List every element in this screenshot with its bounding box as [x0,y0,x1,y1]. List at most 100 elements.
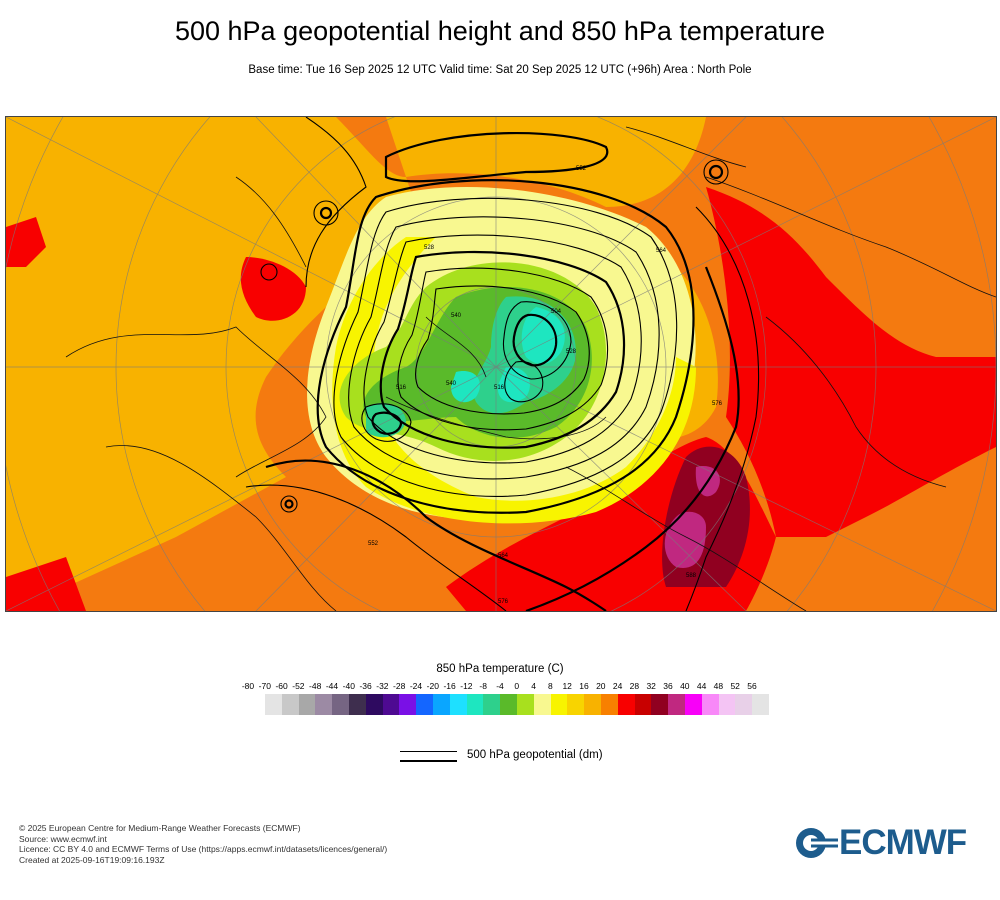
temperature-legend-swatch [550,694,568,715]
temperature-legend-swatch [634,694,652,715]
temperature-legend-tick: -32 [376,681,389,691]
temperature-legend-tick: 44 [696,681,707,691]
temperature-legend-tick: 32 [646,681,656,691]
temperature-field-12-north [386,117,706,207]
temperature-legend-colorbar [265,694,769,715]
ecmwf-logo-icon [796,828,838,858]
temperature-legend-swatch [600,694,618,715]
contour-legend-label: 500 hPa geopotential (dm) [467,749,603,761]
temperature-field-20-left [6,217,46,267]
temperature-legend-tick: 28 [629,681,640,691]
contour-label-group: 552 564 576 528 540 516 504 516 528 552 … [368,166,723,605]
temperature-legend-tick: 40 [680,681,690,691]
created-text: Created at 2025-09-16T19:09:16.193Z [19,854,165,865]
temperature-legend-swatch [483,694,501,715]
temperature-field-20-west [240,257,306,321]
temperature-legend-tick: 36 [663,681,673,691]
contour-legend-thin-line [400,751,457,752]
contour-label: 564 [656,248,667,254]
temperature-legend-swatch [332,694,349,715]
temperature-legend-tick: 0 [514,681,520,691]
temperature-legend-swatch [617,694,635,715]
temperature-field-12 [6,117,426,597]
contour-label: 504 [551,309,562,315]
contour-label: 528 [424,245,435,251]
licence-text: Licence: CC BY 4.0 and ECMWF Terms of Us… [19,844,388,854]
temperature-field-20-sw [6,557,86,611]
temperature-legend-tick: 56 [747,681,757,691]
contour-label: 576 [712,401,723,407]
polar-map: 552 564 576 528 540 516 504 516 528 552 … [6,117,996,611]
temperature-legend-swatch [399,694,417,715]
contour-label: 552 [576,166,587,172]
temperature-legend-swatch [382,694,400,715]
temperature-field-20-east [706,187,996,537]
temperature-legend-swatch [651,694,669,715]
temperature-legend-tick: -52 [292,681,305,691]
temperature-legend-swatch [718,694,736,715]
contour-legend-thick-line [400,760,457,762]
chart-subtitle: Base time: Tue 16 Sep 2025 12 UTC Valid … [248,64,752,76]
temperature-legend-tick: -40 [342,681,355,691]
temperature-legend-tick: -12 [460,681,473,691]
contour-label: 540 [451,313,462,319]
temperature-legend-tick: 52 [730,681,740,691]
temperature-legend-swatch [315,694,333,715]
contour-label: 552 [368,541,379,547]
temperature-legend-swatch [533,694,551,715]
temperature-legend-swatch [298,694,316,715]
contour-label: 576 [498,599,509,605]
contour-label: 516 [494,385,505,391]
temperature-legend-swatch [281,694,299,715]
temperature-legend-swatch [567,694,585,715]
temperature-legend-swatch [584,694,601,715]
map-panel: 552 564 576 528 540 516 504 516 528 552 … [5,116,997,612]
temperature-legend-tick: -44 [325,681,339,691]
temperature-legend-tick: -16 [443,681,456,691]
source-text: Source: www.ecmwf.int [19,833,107,844]
temperature-legend-tick: 4 [531,681,536,691]
contour-legend-lines [400,748,460,764]
ecmwf-logo: ECMWF [794,823,984,864]
temperature-legend-swatch [701,694,719,715]
ecmwf-logo-text: ECMWF [839,823,967,862]
temperature-field-32 [664,511,706,568]
temperature-legend-tick: -80 [241,681,255,691]
temperature-legend-tick: -8 [479,681,487,691]
coastlines [65,126,996,611]
temperature-legend-tick: 20 [596,681,606,691]
temperature-legend-swatch [432,694,450,715]
temperature-legend-tick: 16 [579,681,589,691]
temperature-legend-swatch [500,694,517,715]
contour-label: 564 [498,553,509,559]
temperature-legend-swatch [449,694,467,715]
temperature-legend-tick: -60 [275,681,288,691]
temperature-legend-swatch [348,694,366,715]
temperature-legend-tick: 8 [548,681,553,691]
credits-block: © 2025 European Centre for Medium-Range … [19,823,387,865]
geopotential-contours [245,117,760,611]
temperature-legend-tick: -70 [258,681,271,691]
temperature-legend-tick: 48 [713,681,724,691]
temperature-legend-tick: -20 [426,681,439,691]
contour-label: 516 [396,385,407,391]
temperature-legend-tick: -36 [359,681,372,691]
contour-label: 528 [566,349,577,355]
temperature-legend-tick: 12 [562,681,572,691]
temperature-legend-swatch [684,694,702,715]
temperature-legend-tick: -28 [393,681,406,691]
temperature-legend-ticks: -80 -70 -60 -52 -48 -44 -40 -36 -32 -28 -24 -20 -16-… [238,681,762,695]
temperature-legend-swatch [466,694,484,715]
temperature-legend-swatch [365,694,383,715]
temperature-legend-tick: -48 [309,681,322,691]
temperature-legend-swatch [668,694,685,715]
contour-label: 540 [446,381,457,387]
temperature-legend-tick: 24 [612,681,623,691]
temperature-legend-tick: -24 [409,681,423,691]
temperature-legend-title: 850 hPa temperature (C) [436,663,564,675]
copyright-text: © 2025 European Centre for Medium-Range … [19,823,301,833]
temperature-legend-swatch [735,694,753,715]
temperature-legend-swatch [265,694,282,715]
chart-title: 500 hPa geopotential height and 850 hPa … [174,16,825,46]
temperature-legend-swatch [516,694,534,715]
